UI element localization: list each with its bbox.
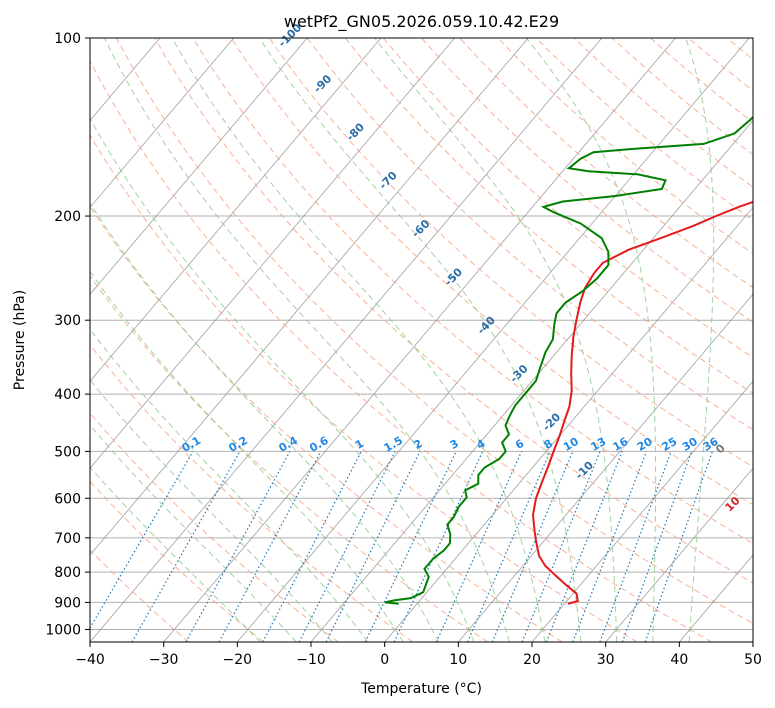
dry-adiabat-line xyxy=(116,38,753,625)
dry-adiabat-line xyxy=(90,549,190,642)
mixing-ratio-line xyxy=(218,451,322,642)
isotherm-line xyxy=(605,467,753,642)
dry-adiabat-line xyxy=(459,38,753,289)
isotherm-line xyxy=(90,38,234,209)
moist-adiabat-line xyxy=(90,328,369,642)
isotherm-line xyxy=(90,38,455,469)
y-tick-label: 300 xyxy=(54,313,81,329)
mixing-ratio-line xyxy=(644,451,713,642)
y-tick-label: 100 xyxy=(54,31,81,47)
mixing-ratio-line xyxy=(393,451,484,642)
isotherm-line xyxy=(163,38,676,642)
x-tick-label: −20 xyxy=(223,652,253,668)
isotherm-line xyxy=(384,206,753,642)
x-axis-ticks: −40 −30 −20 −10 0 10 20 30 40 50 xyxy=(75,642,762,668)
moist-adiabat-line xyxy=(171,38,546,642)
isotherm-line xyxy=(236,38,750,642)
moist-adiabat-line xyxy=(258,38,582,642)
x-tick-label: −10 xyxy=(296,652,326,668)
dry-adiabat-line xyxy=(90,275,488,642)
x-tick-label: −30 xyxy=(149,652,179,668)
isotherm-line xyxy=(531,380,753,642)
moist-adiabat-line xyxy=(685,38,715,642)
x-tick-label: 30 xyxy=(597,652,615,668)
mixing-ratio-line xyxy=(435,451,523,642)
moist-adiabat-line xyxy=(90,378,333,642)
y-tick-label: 1000 xyxy=(45,622,81,638)
y-tick-label: 600 xyxy=(54,491,81,507)
isotherm-line xyxy=(90,38,308,295)
sounding-profiles xyxy=(384,115,753,605)
y-tick-label: 900 xyxy=(54,595,81,611)
x-tick-label: 50 xyxy=(744,652,762,668)
mixing-ratio-line xyxy=(621,451,693,642)
dry-adiabat-line xyxy=(192,38,753,545)
plot-frame xyxy=(89,37,754,643)
y-tick-label: 700 xyxy=(54,531,81,547)
mixing-ratio-line xyxy=(131,451,241,642)
y-tick-label: 400 xyxy=(54,387,81,403)
dry-adiabat-line xyxy=(90,205,563,642)
dry-adiabat-line xyxy=(306,38,753,431)
dry-adiabat-line xyxy=(268,38,753,468)
moist-adiabat-line xyxy=(90,424,297,642)
isotherm-line xyxy=(90,38,603,642)
temperature-profile-line xyxy=(531,200,753,605)
y-axis-label: Pressure (hPa) xyxy=(12,290,28,390)
mixing-ratio-line xyxy=(491,451,574,642)
x-tick-label: 0 xyxy=(380,652,389,668)
y-tick-label: 500 xyxy=(54,444,81,460)
dewpoint-profile-line xyxy=(384,115,753,605)
mixing-ratio-line xyxy=(185,451,291,642)
dry-adiabat-line xyxy=(230,38,753,506)
moist-adiabat-line xyxy=(103,38,510,642)
isotherm-line xyxy=(90,38,529,556)
dry-adiabat-line xyxy=(90,480,264,642)
moist-adiabat-line xyxy=(526,38,657,642)
dry-adiabat-line xyxy=(154,38,753,584)
mixing-ratio-line xyxy=(325,451,421,642)
x-tick-label: −40 xyxy=(75,652,105,668)
isotherm-line xyxy=(90,38,382,382)
y-tick-label: 200 xyxy=(54,209,81,225)
mixing-ratio-line xyxy=(466,451,551,642)
mixing-ratio-line xyxy=(90,451,194,630)
x-tick-label: 20 xyxy=(523,652,541,668)
x-tick-label: 10 xyxy=(449,652,467,668)
x-axis-label: Temperature (°C) xyxy=(360,681,482,697)
dry-adiabat-line xyxy=(90,344,414,642)
y-axis-ticks: 100 200 300 400 500 600 700 800 900 1000 xyxy=(45,31,90,638)
y-tick-label: 800 xyxy=(54,565,81,581)
x-tick-label: 40 xyxy=(670,652,688,668)
chart-title: wetPf2_GN05.2026.059.10.42.E29 xyxy=(284,12,559,32)
isotherm-line xyxy=(457,293,753,642)
moist-adiabat-line xyxy=(90,117,475,642)
dry-adiabat-line xyxy=(421,38,753,323)
moist-adiabat-line xyxy=(90,270,404,642)
dry-adiabat-line xyxy=(90,134,638,642)
